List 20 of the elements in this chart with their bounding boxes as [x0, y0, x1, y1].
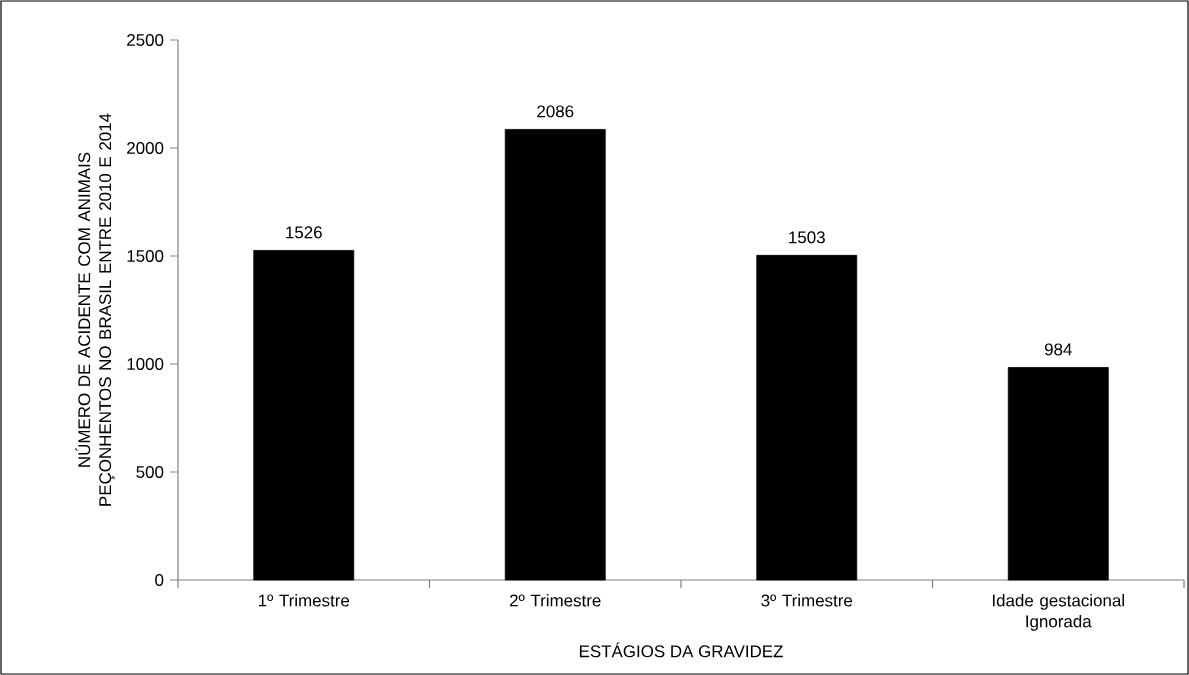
x-tick-label: 1º Trimestre [258, 594, 350, 607]
x-axis-title: ESTÁGIOS DA GRAVIDEZ [579, 642, 783, 658]
y-tick-label: 2000 [127, 142, 164, 154]
bar [253, 249, 355, 581]
bar [756, 254, 858, 581]
data-label: 984 [1044, 343, 1072, 356]
data-label: 2086 [537, 105, 574, 118]
y-tick-label: 1500 [127, 250, 164, 262]
data-label: 1503 [789, 231, 825, 244]
y-tick-label: 500 [136, 466, 164, 478]
y-tick-label: 2500 [127, 34, 164, 46]
x-tick-label: 3º Trimestre [761, 594, 853, 607]
bar [504, 129, 606, 581]
y-axis-title: NÚMERO DE ACIDENTE COM ANIMAIS PEÇONHENTOS NO BRASIL ENTRE 2010 E 2014 [75, 113, 115, 506]
x-tick-label: 2º Trimestre [510, 594, 601, 607]
bar [1007, 367, 1109, 581]
y-tick-label: 1000 [127, 358, 164, 370]
data-label: 1526 [286, 226, 322, 239]
x-tick-label: Idade gestacional Ignorada [992, 594, 1124, 631]
y-tick-label: 0 [155, 574, 164, 586]
